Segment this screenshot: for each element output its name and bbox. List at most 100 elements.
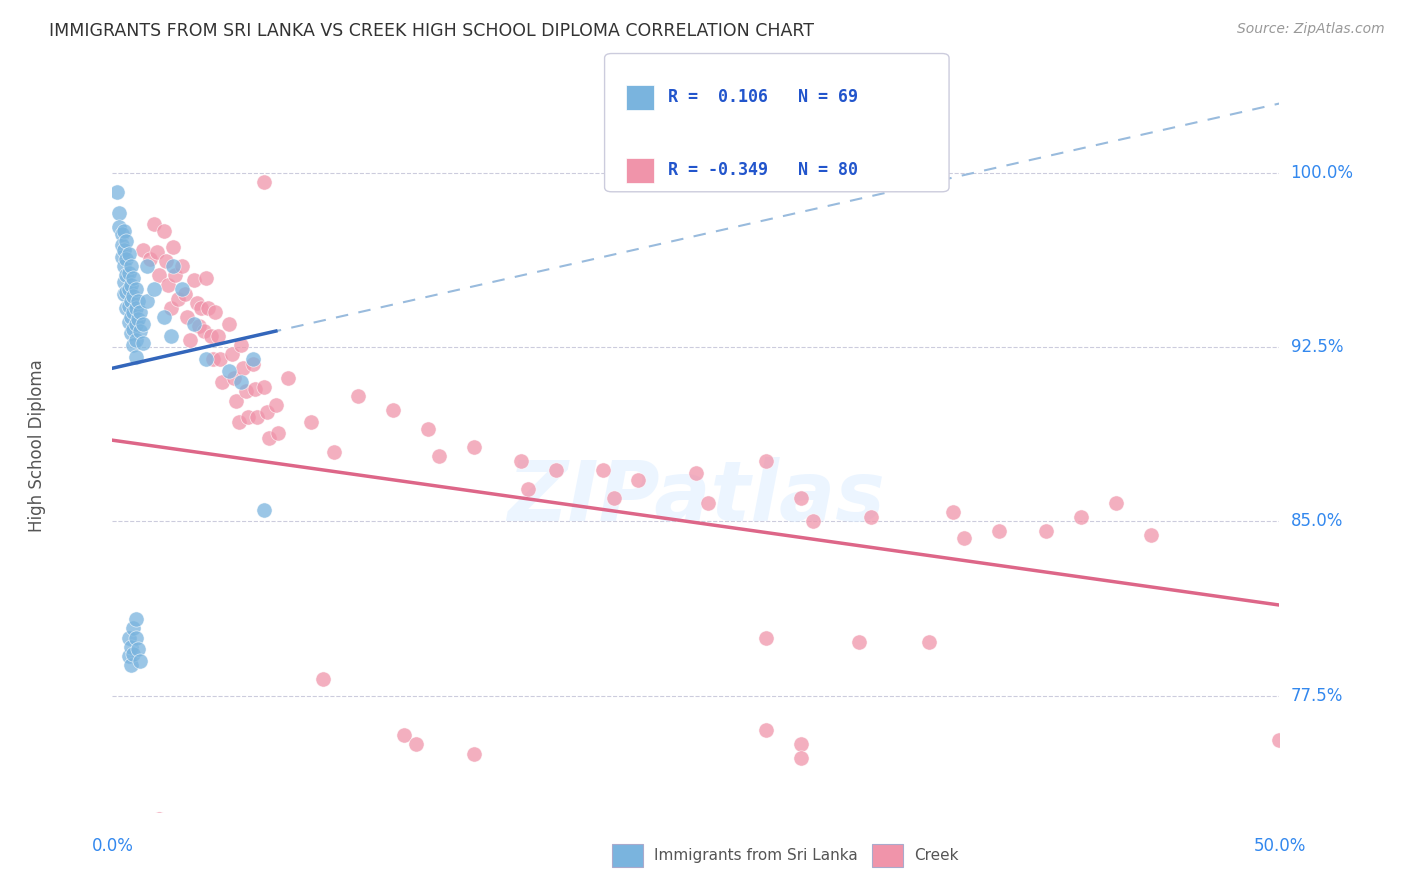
Text: Immigrants from Sri Lanka: Immigrants from Sri Lanka (654, 848, 858, 863)
Point (1070, 509, 1092, 524)
Point (120, 259, 142, 273)
Point (187, 319, 209, 334)
Point (132, 335, 155, 350)
Point (918, 635, 941, 649)
Point (125, 631, 148, 645)
Point (122, 338, 145, 352)
Point (112, 275, 135, 289)
Point (125, 612, 148, 626)
Point (129, 324, 152, 338)
Point (122, 289, 145, 303)
Point (146, 245, 169, 260)
Point (592, 463, 614, 477)
Point (148, 268, 170, 283)
Point (172, 282, 194, 296)
Point (127, 312, 149, 326)
Point (264, 398, 287, 412)
Point (125, 350, 148, 364)
Point (118, 631, 141, 645)
Point (405, 738, 427, 752)
Point (236, 409, 259, 424)
Point (228, 415, 250, 429)
Point (463, 440, 485, 454)
Point (207, 328, 229, 343)
Point (132, 317, 155, 331)
Point (218, 363, 240, 377)
Point (267, 426, 290, 441)
Point (111, 250, 134, 264)
Point (246, 409, 269, 424)
Point (120, 658, 142, 673)
Point (276, 370, 298, 384)
Text: IMMIGRANTS FROM SRI LANKA VS CREEK HIGH SCHOOL DIPLOMA CORRELATION CHART: IMMIGRANTS FROM SRI LANKA VS CREEK HIGH … (49, 22, 814, 40)
Point (211, 375, 233, 389)
Point (194, 351, 217, 366)
Point (201, 351, 224, 366)
Point (848, 635, 870, 649)
Point (122, 322, 145, 336)
Point (129, 305, 152, 319)
Point (160, 301, 183, 315)
Point (516, 482, 538, 496)
Point (122, 621, 145, 635)
Point (253, 176, 276, 190)
Point (127, 293, 149, 308)
Text: 0.0%: 0.0% (91, 837, 134, 855)
Text: 50.0%: 50.0% (1253, 837, 1306, 855)
Point (200, 328, 222, 343)
Point (953, 531, 976, 545)
Point (801, 515, 824, 529)
Text: 77.5%: 77.5% (1291, 687, 1343, 705)
Point (790, 738, 813, 752)
Point (790, 491, 813, 506)
Point (129, 654, 152, 668)
Point (118, 247, 141, 261)
Point (112, 286, 135, 301)
Point (162, 259, 184, 273)
Point (176, 310, 198, 325)
Point (256, 405, 278, 419)
Point (118, 266, 141, 280)
Point (157, 277, 180, 292)
Point (186, 296, 208, 310)
Point (122, 270, 145, 285)
Point (143, 217, 166, 231)
Point (242, 357, 264, 371)
Point (118, 299, 141, 313)
Point (1035, 524, 1057, 538)
Point (173, 286, 195, 301)
Point (193, 324, 215, 338)
Point (1268, 732, 1291, 747)
Point (790, 751, 813, 765)
Point (229, 338, 252, 352)
Point (172, 259, 194, 273)
Point (942, 505, 965, 519)
Point (859, 509, 883, 524)
Point (112, 243, 135, 257)
Text: High School Diploma: High School Diploma (28, 359, 45, 533)
Text: ZIPatlas: ZIPatlas (508, 457, 884, 538)
Point (108, 205, 131, 219)
Point (208, 351, 231, 366)
Point (125, 301, 148, 315)
Text: R =  0.106   N = 69: R = 0.106 N = 69 (668, 88, 858, 106)
Point (108, 219, 131, 234)
Point (416, 421, 439, 435)
Point (323, 445, 346, 459)
Point (755, 631, 778, 645)
Text: 85.0%: 85.0% (1291, 513, 1343, 531)
Point (197, 301, 219, 315)
Point (381, 403, 404, 417)
Point (115, 301, 138, 315)
Point (685, 466, 707, 480)
Point (427, 450, 450, 464)
Point (125, 282, 148, 296)
Point (155, 254, 177, 268)
Point (115, 285, 138, 299)
Point (160, 328, 183, 343)
Point (603, 491, 626, 506)
Point (311, 673, 333, 687)
Point (122, 647, 145, 661)
Point (122, 305, 145, 319)
Point (120, 310, 142, 325)
